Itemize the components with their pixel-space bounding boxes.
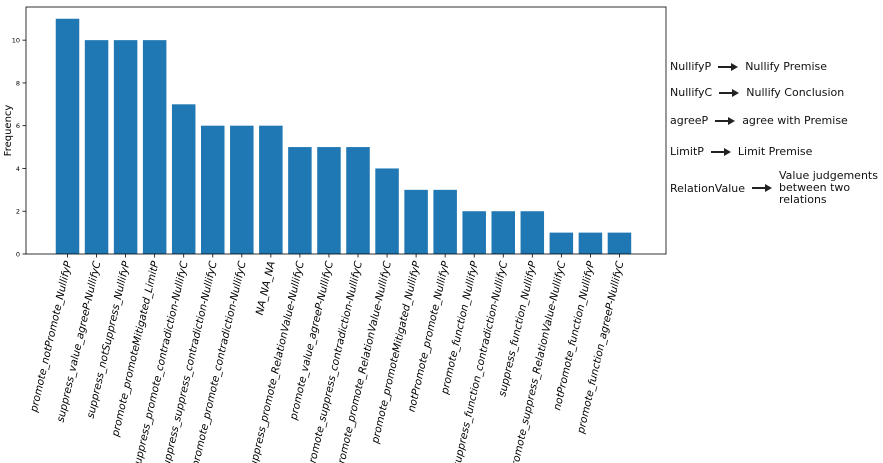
y-tick-label: 6 — [16, 122, 20, 130]
y-tick-label: 10 — [12, 37, 20, 45]
bar — [113, 40, 138, 254]
legend-abbr: RelationValue — [670, 181, 745, 195]
bar — [433, 189, 457, 254]
x-tick-label: promote_suppress_contradiction-NullifyC — [305, 259, 365, 463]
bar — [171, 104, 196, 254]
bar — [288, 147, 312, 254]
legend-desc: agree with Premise — [742, 114, 848, 127]
x-tick-label: suppress_function_contradiction-NullifyC — [451, 259, 511, 463]
legend-abbr: NullifyC — [670, 86, 713, 99]
y-tick-label: 0 — [16, 251, 20, 259]
x-tick-label: NA_NA_NA — [254, 260, 278, 316]
legend-abbr: NullifyP — [670, 60, 712, 73]
bar — [491, 211, 515, 254]
legend-desc: Nullify Conclusion — [746, 86, 845, 99]
bar — [549, 232, 574, 254]
bar — [375, 168, 399, 254]
legend-row-relationvalue: RelationValue Value judgements between t… — [670, 170, 883, 206]
x-tick-label: promote_promote_RelationValue-NullifyC — [334, 259, 394, 463]
bar — [404, 189, 428, 254]
legend-desc: Nullify Premise — [745, 60, 828, 73]
bar — [259, 125, 283, 254]
bar — [346, 147, 370, 254]
right-arrow-icon — [719, 88, 740, 97]
bar-chart: 0246810Frequencypromote_notPromote_Nulli… — [3, 6, 667, 463]
bar — [55, 18, 80, 255]
legend-row-nullifyc: NullifyC Nullify Conclusion — [670, 86, 844, 99]
bar — [84, 40, 109, 254]
right-arrow-icon — [718, 62, 739, 71]
legend-row-agreep: agreeP agree with Premise — [670, 114, 848, 127]
bar — [317, 147, 341, 254]
bar — [607, 232, 632, 254]
y-tick-label: 2 — [16, 208, 20, 216]
x-tick-label: suppress_promote_contradiction-NullifyC — [131, 259, 191, 463]
right-arrow-icon — [710, 147, 731, 156]
legend-desc: Limit Premise — [737, 145, 813, 158]
y-tick-label: 4 — [16, 165, 20, 173]
x-tick-label: suppress_suppress_contradiction-NullifyC — [159, 259, 219, 463]
bar — [142, 40, 167, 254]
plot-frame — [25, 6, 667, 255]
x-tick-label: suppress_promote_RelationValue-NullifyC — [246, 259, 307, 463]
x-tick-label: promote_suppress_RelationValue-NullifyC — [508, 259, 569, 463]
bar — [201, 125, 225, 254]
legend-desc: Value judgements between two relations — [779, 169, 878, 206]
bar — [230, 125, 254, 254]
legend-abbr: LimitP — [670, 145, 704, 158]
y-tick-label: 8 — [16, 79, 20, 87]
right-arrow-icon — [715, 116, 736, 125]
bar — [578, 232, 603, 254]
bar — [462, 211, 486, 254]
legend-row-limitp: LimitP Limit Premise — [670, 145, 812, 158]
bar — [520, 211, 545, 254]
right-arrow-icon — [752, 184, 772, 192]
abbreviation-legend: NullifyP Nullify Premise NullifyC Nullif… — [670, 0, 883, 463]
x-tick-label: promote_promote_contradiction-NullifyC — [189, 259, 249, 463]
legend-abbr: agreeP — [670, 114, 709, 127]
legend-row-nullifyp: NullifyP Nullify Premise — [670, 60, 827, 73]
y-axis-label: Frequency — [3, 105, 14, 157]
